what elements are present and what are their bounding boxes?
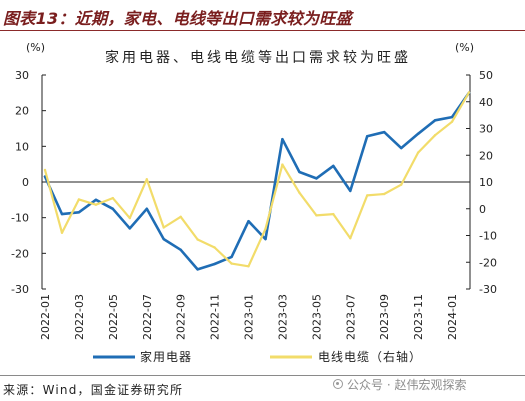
data-point-wire-cable: [162, 226, 165, 229]
data-point-home-appliances: [77, 211, 81, 214]
header-rule: [0, 30, 525, 31]
data-point-wire-cable: [450, 120, 454, 124]
data-point-wire-cable: [60, 231, 64, 234]
watermark: 公众号 · 赵伟宏观探索: [333, 377, 467, 392]
data-point-wire-cable: [366, 194, 369, 197]
data-point-wire-cable: [213, 246, 216, 249]
data-point-wire-cable: [298, 191, 301, 194]
data-point-wire-cable: [264, 227, 267, 230]
data-point-wire-cable: [416, 151, 420, 154]
data-point-home-appliances: [400, 146, 403, 150]
data-point-home-appliances: [128, 227, 131, 230]
series-line-home-appliances: [43, 91, 471, 271]
data-point-home-appliances: [145, 207, 148, 210]
x-tick-label: 2022-01: [39, 294, 52, 340]
data-point-wire-cable: [383, 192, 386, 196]
x-tick-label: 2022-09: [175, 294, 188, 340]
data-point-home-appliances: [230, 255, 233, 259]
data-point-home-appliances: [332, 164, 335, 168]
data-point-wire-cable: [433, 134, 437, 137]
data-point-home-appliances: [60, 212, 64, 216]
right-y-tick-label: 30: [479, 123, 493, 136]
legend: 家用电器 电线电缆（右轴）: [93, 349, 422, 364]
data-point-home-appliances: [213, 262, 216, 266]
data-point-home-appliances: [349, 189, 352, 193]
left-y-tick-label: -30: [11, 283, 29, 296]
data-point-wire-cable: [349, 237, 352, 240]
right-y-tick-label: 20: [479, 149, 493, 162]
x-tick-label: 2023-11: [412, 294, 425, 340]
data-point-wire-cable: [43, 168, 47, 172]
x-tick-label: 2022-03: [73, 294, 86, 340]
right-y-tick-label: 40: [479, 96, 493, 109]
axes: 30 20 10 0 -10 -20 -30 50 40 30 20 10 0 -10 -20 -30 2022…: [11, 69, 497, 340]
data-point-wire-cable: [94, 203, 98, 206]
data-point-home-appliances: [383, 130, 386, 134]
data-point-home-appliances: [433, 119, 437, 122]
x-tick-label: 2023-01: [243, 294, 256, 340]
wechat-icon: [333, 379, 343, 389]
data-point-home-appliances: [315, 177, 318, 180]
data-point-wire-cable: [315, 214, 318, 217]
figure-header-title: 图表13：近期，家电、电线等出口需求较为旺盛: [3, 9, 352, 28]
legend-label-home-appliances: 家用电器: [140, 349, 192, 364]
left-y-tick-label: 10: [15, 140, 29, 153]
data-point-home-appliances: [264, 237, 267, 241]
data-point-wire-cable: [400, 183, 403, 186]
legend-label-wire-cable: 电线电缆（右轴）: [318, 349, 422, 364]
right-axis-unit: (%): [455, 41, 474, 54]
data-point-home-appliances: [247, 220, 250, 223]
series-wire-cable: [43, 91, 471, 268]
right-y-tick-label: -20: [479, 256, 497, 269]
footer-rule: [0, 375, 525, 376]
right-y-tick-label: -30: [479, 283, 497, 296]
data-point-wire-cable: [467, 91, 471, 94]
x-tick-label: 2024-01: [446, 294, 459, 340]
series-home-appliances: [43, 91, 471, 271]
data-point-wire-cable: [332, 212, 335, 216]
left-y-tick-label: 30: [15, 69, 29, 82]
left-y-tick-label: 20: [15, 105, 29, 118]
x-tick-label: 2023-03: [276, 294, 289, 340]
x-tick-label: 2023-07: [344, 294, 357, 340]
data-point-home-appliances: [179, 248, 182, 251]
data-point-home-appliances: [416, 132, 420, 135]
data-point-home-appliances: [94, 198, 98, 201]
x-tick-label: 2022-11: [209, 294, 222, 340]
data-point-home-appliances: [111, 207, 115, 210]
left-y-tick-label: -10: [11, 212, 29, 225]
data-point-wire-cable: [111, 196, 115, 200]
data-point-wire-cable: [196, 238, 199, 241]
right-y-tick-label: -10: [479, 230, 497, 243]
data-point-wire-cable: [145, 178, 148, 181]
right-y-tick-label: 50: [479, 69, 493, 82]
left-y-tick-label: 0: [22, 176, 29, 189]
data-point-home-appliances: [298, 170, 301, 174]
data-point-home-appliances: [366, 135, 369, 138]
x-tick-label: 2022-05: [107, 294, 120, 340]
data-point-home-appliances: [281, 138, 284, 141]
x-tick-label: 2023-09: [378, 294, 391, 340]
right-y-tick-label: 0: [479, 203, 486, 216]
chart-title: 家用电器、电线电缆等出口需求较为旺盛: [105, 49, 411, 66]
left-y-tick-label: -20: [11, 247, 29, 260]
data-point-home-appliances: [450, 115, 454, 119]
data-point-wire-cable: [230, 262, 233, 265]
data-point-wire-cable: [281, 163, 284, 166]
plot-area: 30 20 10 0 -10 -20 -30 50 40 30 20 10 0 -10 -20 -30 2022…: [11, 69, 497, 340]
data-point-wire-cable: [247, 265, 250, 268]
data-point-home-appliances: [162, 237, 165, 241]
data-point-wire-cable: [128, 216, 131, 220]
x-tick-label: 2023-05: [310, 294, 323, 340]
data-point-home-appliances: [196, 268, 199, 271]
data-point-wire-cable: [179, 215, 182, 218]
left-axis-unit: (%): [26, 41, 45, 54]
series-line-wire-cable: [43, 91, 471, 268]
x-tick-label: 2022-07: [141, 294, 154, 340]
source-note: 来源：Wind，国金证券研究所: [3, 383, 184, 397]
watermark-text: 公众号 · 赵伟宏观探索: [347, 377, 467, 392]
right-y-tick-label: 10: [479, 176, 493, 189]
data-point-wire-cable: [77, 198, 81, 201]
